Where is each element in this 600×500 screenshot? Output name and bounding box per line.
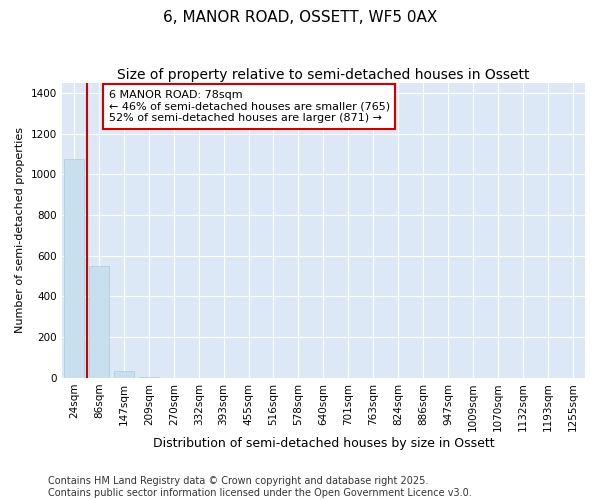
Text: 6 MANOR ROAD: 78sqm
← 46% of semi-detached houses are smaller (765)
52% of semi-: 6 MANOR ROAD: 78sqm ← 46% of semi-detach…	[109, 90, 390, 123]
Bar	[114, 370, 134, 378]
Y-axis label: Number of semi-detached properties: Number of semi-detached properties	[15, 127, 25, 333]
Bar	[139, 377, 159, 378]
Title: Size of property relative to semi-detached houses in Ossett: Size of property relative to semi-detach…	[117, 68, 530, 82]
Bar	[64, 159, 84, 378]
Text: 6, MANOR ROAD, OSSETT, WF5 0AX: 6, MANOR ROAD, OSSETT, WF5 0AX	[163, 10, 437, 25]
X-axis label: Distribution of semi-detached houses by size in Ossett: Distribution of semi-detached houses by …	[152, 437, 494, 450]
Text: Contains HM Land Registry data © Crown copyright and database right 2025.
Contai: Contains HM Land Registry data © Crown c…	[48, 476, 472, 498]
Bar	[89, 266, 109, 378]
